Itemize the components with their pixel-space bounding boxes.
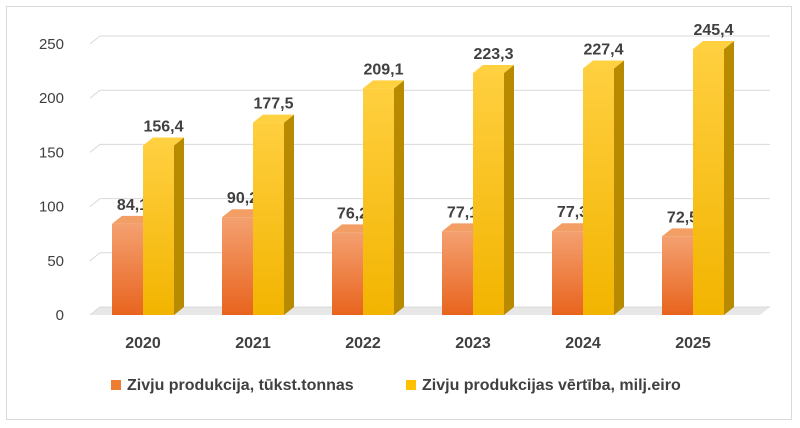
- bar-side: [174, 137, 184, 315]
- legend-swatch: [406, 380, 416, 390]
- bar-top: [253, 114, 294, 123]
- bar-side: [504, 64, 514, 315]
- bar-side: [284, 114, 294, 315]
- data-label: 156,4: [143, 118, 183, 135]
- data-label: 223,3: [473, 46, 513, 63]
- bars: 84,1 156,4 90,2 177,5 76,2 209,1 77,1 223,3 77,3…: [112, 22, 734, 316]
- data-label: 209,1: [363, 61, 403, 78]
- gridline-side: [89, 35, 101, 45]
- y-tick-label: 100: [39, 199, 64, 216]
- bar-side: [614, 60, 624, 316]
- bar-value-2025: [693, 40, 734, 316]
- x-tick-label: 2023: [455, 335, 491, 352]
- bar-value-2022: [363, 80, 404, 315]
- bar-top: [222, 209, 263, 218]
- gridline-side: [89, 144, 101, 153]
- bar-top: [143, 137, 184, 146]
- y-tick-label: 250: [39, 36, 64, 53]
- gridline-side: [89, 198, 101, 207]
- gridline-side: [89, 89, 101, 99]
- legend: Zivju produkcija, tūkst.tonnas Zivju prod…: [111, 377, 681, 394]
- legend-label: Zivju produkcija, tūkst.tonnas: [127, 377, 354, 394]
- bar-front: [473, 72, 504, 315]
- data-label: 84,1: [117, 197, 148, 214]
- data-label: 76,2: [337, 205, 368, 222]
- bar-top: [662, 228, 703, 237]
- x-tick-label: 2020: [125, 335, 161, 352]
- bar-front: [222, 217, 253, 315]
- bar-top: [693, 40, 734, 49]
- bar-value-2023: [473, 64, 514, 315]
- bar-top: [363, 80, 404, 89]
- gridline-side: [89, 252, 101, 262]
- bar-value-2024: [583, 60, 624, 316]
- data-label: 77,1: [447, 204, 478, 221]
- bar-top: [112, 215, 153, 224]
- y-axis: 0 50 100 150 200 250: [39, 36, 64, 324]
- bar-front: [693, 48, 724, 316]
- bar-front: [332, 232, 363, 315]
- bar-front: [442, 231, 473, 315]
- bar-top: [583, 60, 624, 69]
- x-tick-label: 2025: [675, 335, 711, 352]
- data-label: 245,4: [693, 22, 733, 39]
- data-label: 177,5: [253, 96, 293, 113]
- bar-top: [552, 223, 593, 232]
- bar-front: [662, 236, 693, 315]
- bar-front: [253, 122, 284, 315]
- bar-value-2021: [253, 114, 294, 315]
- y-tick-label: 50: [47, 253, 64, 270]
- bar-front: [143, 145, 174, 315]
- bar-side: [724, 40, 734, 316]
- bar-top: [442, 223, 483, 232]
- x-axis: 2020 2021 2022 2023 2024 2025: [125, 335, 711, 352]
- gridline-side: [89, 306, 101, 316]
- bar-front: [363, 88, 394, 315]
- legend-swatch: [111, 380, 121, 390]
- y-tick-label: 150: [39, 144, 64, 161]
- bar-front: [552, 231, 583, 315]
- bar-value-2020: [143, 137, 184, 315]
- x-tick-label: 2022: [345, 335, 381, 352]
- bar-front: [583, 68, 614, 315]
- bar-top: [473, 64, 514, 73]
- data-label: 90,2: [227, 190, 258, 207]
- x-tick-label: 2021: [235, 335, 271, 352]
- bar-front: [112, 223, 143, 315]
- data-label: 227,4: [583, 41, 623, 58]
- bar-top: [332, 224, 373, 233]
- data-label: 77,3: [557, 204, 588, 221]
- x-tick-label: 2024: [565, 335, 601, 352]
- bar-side: [394, 80, 404, 315]
- data-label: 72,5: [667, 209, 698, 226]
- legend-label: Zivju produkcijas vērtība, milj.eiro: [422, 377, 681, 394]
- y-tick-label: 200: [39, 90, 64, 107]
- y-tick-label: 0: [56, 307, 64, 324]
- gridlines: [89, 35, 770, 316]
